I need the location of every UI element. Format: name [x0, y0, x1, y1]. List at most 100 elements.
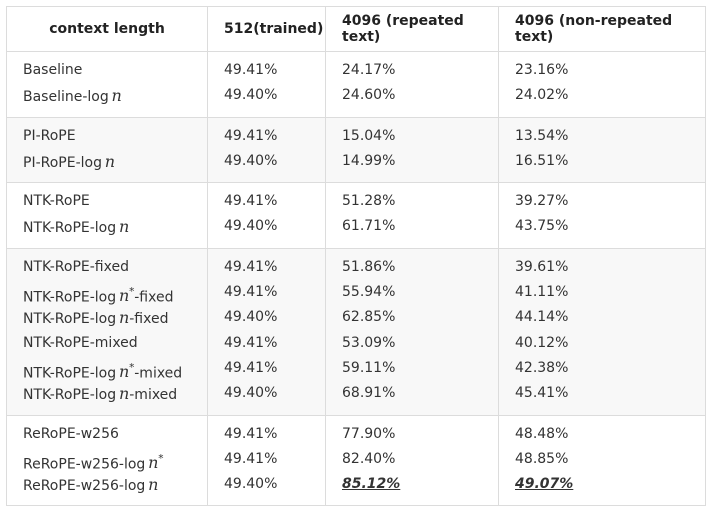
method-name: NTK-RoPE-log n-fixed: [23, 305, 207, 330]
metric-value-text: 49.41%: [224, 127, 278, 144]
math-symbol: n*: [119, 362, 134, 381]
math-variable: n: [148, 475, 159, 495]
method-name: NTK-RoPE-fixed: [23, 255, 207, 280]
math-symbol: n: [119, 384, 129, 403]
math-symbol: n*: [148, 453, 163, 472]
header-4096-non-repeated: 4096 (non-repeated text): [498, 6, 706, 52]
metric-value-text: 49.40%: [224, 309, 278, 326]
method-name: NTK-RoPE: [23, 189, 207, 214]
metric-value-text: 49.40%: [224, 152, 278, 169]
metric-value: 49.41%: [224, 280, 325, 305]
method-name: NTK-RoPE-mixed: [23, 331, 207, 356]
metric-value: 42.38%: [515, 356, 705, 381]
header-row: context length 512(trained) 4096 (repeat…: [6, 6, 706, 52]
method-name: Baseline: [23, 58, 207, 83]
table-body: Baseline Baseline-log n 49.41% 49.40% 24.17%…: [6, 51, 706, 507]
metric-value: 49.41%: [224, 356, 325, 381]
method-label: NTK-RoPE-log: [23, 220, 117, 237]
metric-value: 45.41%: [515, 381, 705, 406]
metric-value-text: 39.61%: [515, 258, 569, 275]
metric-value: 44.14%: [515, 305, 705, 330]
metric-value-text: 13.54%: [515, 127, 569, 144]
metric-value: 15.04%: [342, 124, 498, 149]
metric-value: 49.40%: [224, 83, 325, 108]
metric-value-text: 45.41%: [515, 385, 569, 402]
metric-value: 68.91%: [342, 381, 498, 406]
table-group-row: NTK-RoPE NTK-RoPE-log n 49.41% 49.40% 51.28%…: [6, 182, 706, 249]
method-label: NTK-RoPE-log: [23, 387, 117, 404]
results-table: context length 512(trained) 4096 (repeat…: [6, 6, 706, 507]
metric-value-text: 49.41%: [224, 359, 278, 376]
metric-value: 49.41%: [224, 58, 325, 83]
method-label: NTK-RoPE-mixed: [23, 334, 138, 351]
header-4096-repeated: 4096 (repeated text): [325, 6, 499, 52]
method-label: NTK-RoPE-fixed: [23, 258, 129, 275]
method-label: NTK-RoPE-log: [23, 289, 117, 306]
method-label: Baseline-log: [23, 89, 109, 106]
metric-value-text: 51.86%: [342, 258, 396, 275]
metric-value-text: 24.02%: [515, 87, 569, 104]
method-label: ReRoPE-w256: [23, 425, 119, 442]
metric-value-text: 49.41%: [224, 450, 278, 467]
metric-value: 62.85%: [342, 305, 498, 330]
method-label: ReRoPE-w256-log: [23, 478, 146, 495]
metric-value: 39.61%: [515, 255, 705, 280]
metric-value-text: 77.90%: [342, 425, 396, 442]
math-symbol: n: [112, 86, 122, 105]
metric-value-text: 41.11%: [515, 284, 569, 301]
metric-value: 24.17%: [342, 58, 498, 83]
metric-value-text: 51.28%: [342, 193, 396, 210]
table-header: context length 512(trained) 4096 (repeat…: [6, 6, 706, 52]
table-group-row: Baseline Baseline-log n 49.41% 49.40% 24.17%…: [6, 51, 706, 118]
math-variable: n: [118, 217, 130, 237]
metric-value: 49.41%: [224, 331, 325, 356]
non-repeated-4096-cell: 48.48% 48.85% 49.07%: [498, 414, 706, 507]
metric-value: 85.12%: [342, 472, 498, 497]
method-name: Baseline-log n: [23, 83, 207, 108]
metric-value-text: 49.40%: [224, 476, 278, 493]
metric-value-text: 62.85%: [342, 309, 396, 326]
metric-value-text: 49.41%: [224, 284, 278, 301]
metric-value: 40.12%: [515, 331, 705, 356]
metric-value-text: 24.60%: [342, 87, 396, 104]
trained-512-cell: 49.41% 49.41% 49.40%: [207, 414, 326, 507]
metric-value: 14.99%: [342, 149, 498, 174]
metric-value-text: 49.41%: [224, 425, 278, 442]
metric-value: 61.71%: [342, 214, 498, 239]
math-variable: n: [104, 151, 116, 171]
math-variable: n: [118, 362, 130, 382]
header-512-trained: 512(trained): [207, 6, 326, 52]
metric-value-text: 40.12%: [515, 334, 569, 351]
method-name: NTK-RoPE-log n*-mixed: [23, 356, 207, 381]
table-group-row: NTK-RoPE-fixed NTK-RoPE-log n*-fixed NTK-R…: [6, 247, 706, 416]
math-variable: n: [118, 308, 130, 328]
repeated-4096-cell: 77.90% 82.40% 85.12%: [325, 414, 499, 507]
math-superscript: *: [129, 362, 135, 374]
metric-value-text: 59.11%: [342, 359, 396, 376]
metric-value: 48.48%: [515, 422, 705, 447]
non-repeated-4096-cell: 23.16% 24.02%: [498, 51, 706, 118]
math-symbol: n: [119, 217, 129, 236]
metric-value-text: 49.40%: [224, 385, 278, 402]
metric-value-text: 49.40%: [224, 87, 278, 104]
metric-value: 49.40%: [224, 472, 325, 497]
method-name: ReRoPE-w256-log n*: [23, 447, 207, 472]
method-name: NTK-RoPE-log n-mixed: [23, 381, 207, 406]
metric-value: 24.02%: [515, 83, 705, 108]
method-name: PI-RoPE: [23, 124, 207, 149]
method-suffix: -mixed: [134, 365, 183, 382]
header-context-length: context length: [6, 6, 208, 52]
metric-value: 41.11%: [515, 280, 705, 305]
metric-value: 49.41%: [224, 422, 325, 447]
method-label: Baseline: [23, 62, 83, 78]
metric-value-text: 49.41%: [224, 193, 278, 210]
metric-value: 49.41%: [224, 255, 325, 280]
method-label: NTK-RoPE-log: [23, 365, 117, 382]
method-cell: ReRoPE-w256 ReRoPE-w256-log n* ReRoPE-w256…: [6, 414, 208, 507]
math-symbol: n*: [119, 286, 134, 305]
metric-value: 39.27%: [515, 189, 705, 214]
trained-512-cell: 49.41% 49.40%: [207, 182, 326, 249]
metric-value-text: 49.40%: [224, 218, 278, 235]
metric-value-text: 44.14%: [515, 309, 569, 326]
metric-value-text: 48.48%: [515, 425, 569, 442]
